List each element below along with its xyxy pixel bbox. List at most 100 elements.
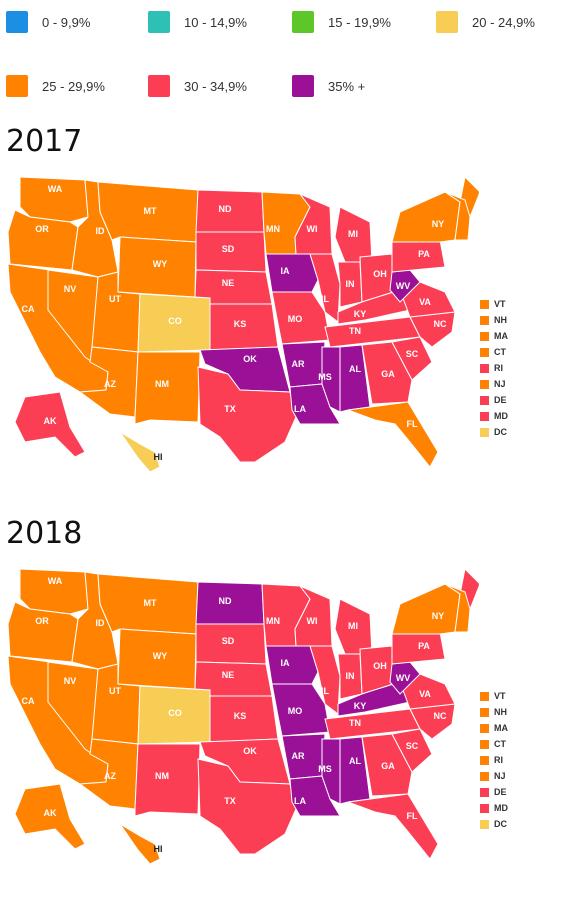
small-state-label: MA xyxy=(494,331,508,341)
state-label-sc: SC xyxy=(406,349,419,359)
state-label-ga: GA xyxy=(381,369,395,379)
state-ny xyxy=(391,191,461,243)
legend-label: 35% + xyxy=(328,78,366,94)
legend-label: 25 - 29,9% xyxy=(42,78,105,94)
state-label-ny: NY xyxy=(432,219,445,229)
state-label-mt: MT xyxy=(144,598,157,608)
legend-item: 30 - 34,9% xyxy=(148,74,247,98)
legend-swatch xyxy=(148,75,170,97)
state-label-ok: OK xyxy=(243,354,257,364)
state-label-ak: AK xyxy=(44,416,57,426)
state-label-sc: SC xyxy=(406,741,419,751)
small-state-item: NH xyxy=(480,312,508,328)
state-label-ok: OK xyxy=(243,746,257,756)
small-state-swatch xyxy=(480,379,489,389)
small-state-item: VT xyxy=(480,688,508,704)
state-ne-region xyxy=(444,583,471,633)
small-state-item: MA xyxy=(480,720,508,736)
state-in xyxy=(337,653,363,700)
small-state-swatch xyxy=(480,411,489,421)
state-label-al: AL xyxy=(349,756,361,766)
state-tx xyxy=(197,758,297,855)
legend-item: 20 - 24,9% xyxy=(436,10,535,34)
small-state-swatch xyxy=(480,787,489,797)
small-state-label: RI xyxy=(494,755,503,765)
small-state-label: CT xyxy=(494,347,506,357)
state-label-or: OR xyxy=(35,616,49,626)
small-state-label: DE xyxy=(494,395,507,405)
small-state-item: NJ xyxy=(480,768,508,784)
small-state-label: NH xyxy=(494,707,507,717)
state-label-nd: ND xyxy=(219,204,232,214)
small-state-item: CT xyxy=(480,736,508,752)
state-label-tn: TN xyxy=(349,326,361,336)
legend-swatch xyxy=(292,75,314,97)
state-label-id: ID xyxy=(96,226,106,236)
state-label-al: AL xyxy=(349,364,361,374)
state-label-tn: TN xyxy=(349,718,361,728)
small-state-item: DC xyxy=(480,424,508,440)
small-state-item: MD xyxy=(480,408,508,424)
us-map-svg: WA OR CA NV ID MT WY UT AZ NM CO ND SD NE KS OK TX MN IA MO… xyxy=(7,567,492,865)
state-tx xyxy=(197,366,297,463)
state-ak xyxy=(14,783,86,850)
state-label-oh: OH xyxy=(373,269,387,279)
state-label-nc: NC xyxy=(434,711,447,721)
state-label-ky: KY xyxy=(354,309,367,319)
state-label-ne: NE xyxy=(222,278,235,288)
state-wi xyxy=(294,192,333,255)
state-fl xyxy=(347,401,439,468)
state-label-ut: UT xyxy=(109,294,121,304)
state-label-az: AZ xyxy=(104,771,116,781)
map-2017: WA OR CA NV ID MT WY UT AZ NM CO ND SD NE KS OK TX MN IA MO… xyxy=(0,162,570,522)
small-state-item: NH xyxy=(480,704,508,720)
state-label-oh: OH xyxy=(373,661,387,671)
state-ms xyxy=(321,738,341,805)
state-label-ia: IA xyxy=(281,658,291,668)
state-label-la: LA xyxy=(294,404,306,414)
map-2018: WA OR CA NV ID MT WY UT AZ NM CO ND SD NE KS OK TX MN IA MO… xyxy=(0,554,570,914)
state-label-id: ID xyxy=(96,618,106,628)
state-label-fl: FL xyxy=(407,811,418,821)
small-state-item: RI xyxy=(480,752,508,768)
state-nm xyxy=(134,743,201,817)
legend-item: 25 - 29,9% xyxy=(6,74,105,98)
state-label-il: IL xyxy=(321,294,330,304)
state-label-nm: NM xyxy=(155,771,169,781)
state-label-mi: MI xyxy=(348,229,358,239)
small-state-swatch xyxy=(480,395,489,405)
year-title-2017: 2017 xyxy=(6,124,83,159)
state-label-me: ME xyxy=(478,578,492,588)
small-states-legend-2017: VT NH MA CT RI NJ DE MD DC xyxy=(480,296,508,440)
small-state-swatch xyxy=(480,691,489,701)
legend-label: 10 - 14,9% xyxy=(184,14,247,30)
state-label-ga: GA xyxy=(381,761,395,771)
legend-item: 0 - 9,9% xyxy=(6,10,90,34)
state-sc xyxy=(391,336,433,381)
state-label-va: VA xyxy=(419,297,431,307)
small-state-swatch xyxy=(480,315,489,325)
small-state-swatch xyxy=(480,299,489,309)
small-state-label: NJ xyxy=(494,379,506,389)
legend-item: 35% + xyxy=(292,74,365,98)
state-label-tx: TX xyxy=(224,404,236,414)
state-label-va: VA xyxy=(419,689,431,699)
legend-swatch xyxy=(6,11,28,33)
small-state-swatch xyxy=(480,427,489,437)
state-label-pa: PA xyxy=(418,249,430,259)
legend-swatch xyxy=(436,11,458,33)
small-state-swatch xyxy=(480,707,489,717)
state-label-mn: MN xyxy=(266,616,280,626)
small-state-item: VT xyxy=(480,296,508,312)
state-wi xyxy=(294,584,333,647)
state-label-ky: KY xyxy=(354,701,367,711)
small-state-swatch xyxy=(480,363,489,373)
state-label-sd: SD xyxy=(222,636,235,646)
state-label-co: CO xyxy=(168,708,182,718)
state-label-ar: AR xyxy=(292,751,305,761)
color-legend: 0 - 9,9% 10 - 14,9% 15 - 19,9% 20 - 24,9… xyxy=(0,0,570,110)
state-label-nv: NV xyxy=(64,284,77,294)
small-state-swatch xyxy=(480,331,489,341)
small-state-label: DC xyxy=(494,819,507,829)
state-label-wv: WV xyxy=(396,673,411,683)
